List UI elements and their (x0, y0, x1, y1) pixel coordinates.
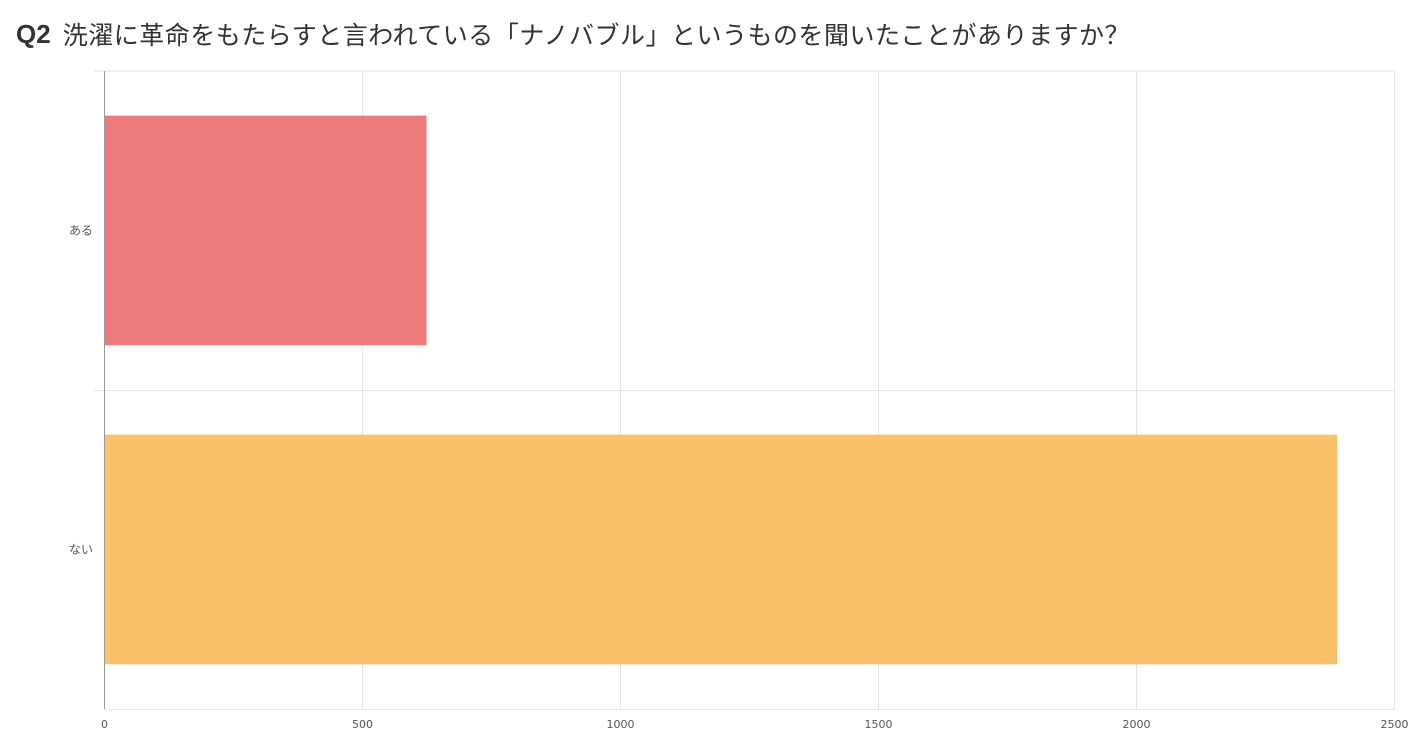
x-tick-label: 2000 (1123, 718, 1151, 731)
y-category-label: ない (69, 543, 93, 557)
bars (104, 115, 1338, 665)
x-tick-label: 1500 (865, 718, 893, 731)
question-number: Q2 (16, 18, 51, 49)
chart-title: Q2 洗濯に革命をもたらすと言われている「ナノバブル」というものを聞いたことがあ… (16, 14, 1130, 54)
axes (104, 71, 1394, 710)
x-tick-label: 500 (352, 718, 373, 731)
bar-aru (104, 115, 427, 346)
question-text: 洗濯に革命をもたらすと言われている「ナノバブル」というものを聞いたことがあります… (62, 21, 1130, 50)
x-tick-label: 0 (101, 718, 108, 731)
bar-nai (104, 434, 1338, 665)
y-category-label: ある (69, 224, 93, 238)
x-tick-label: 1000 (607, 718, 635, 731)
x-tick-label: 2500 (1381, 718, 1409, 731)
